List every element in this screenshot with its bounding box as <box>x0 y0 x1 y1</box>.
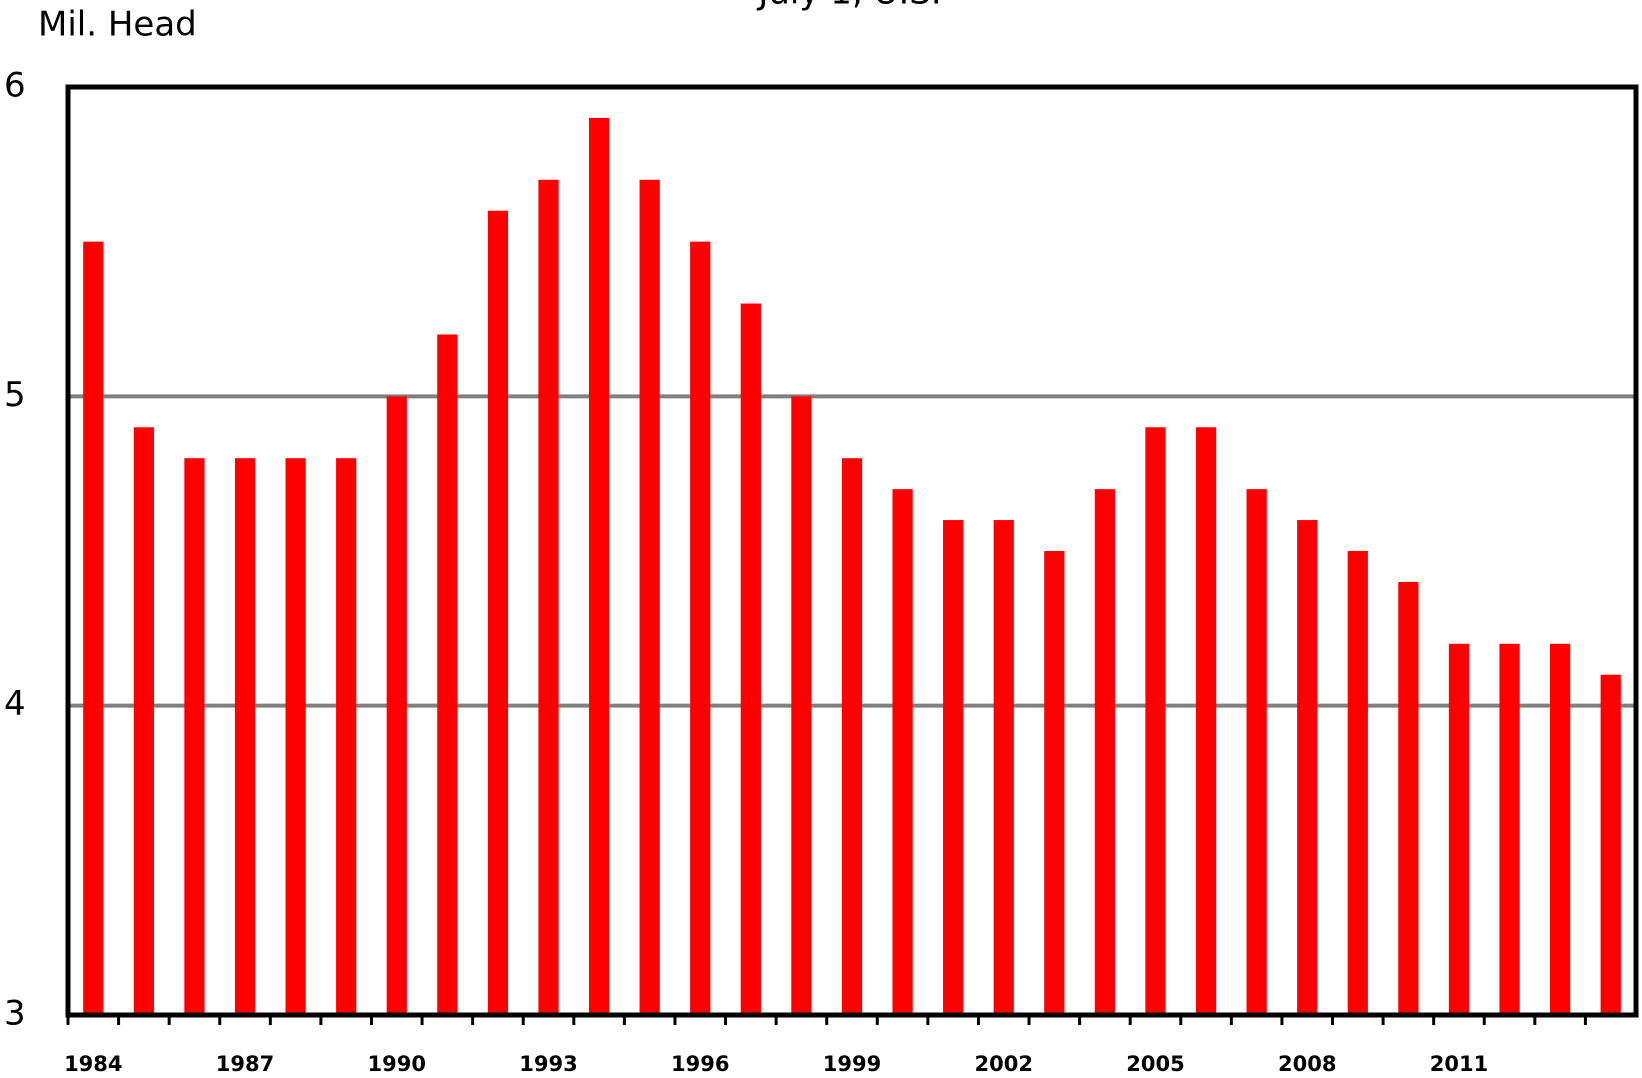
x-tick-label: 2005 <box>1126 1052 1184 1076</box>
bar <box>993 520 1014 1015</box>
bar <box>487 210 509 1015</box>
x-tick-label: 1996 <box>671 1052 729 1076</box>
bar <box>285 458 306 1015</box>
bar <box>1044 551 1065 1015</box>
bar <box>841 458 863 1015</box>
bar <box>1094 489 1116 1016</box>
x-tick-label: 1990 <box>368 1052 426 1076</box>
x-tick-label: 2002 <box>975 1052 1033 1076</box>
bar <box>336 458 357 1015</box>
x-tick-label: 1999 <box>823 1052 881 1076</box>
y-tick-label: 4 <box>4 684 26 724</box>
y-axis-label: Mil. Head <box>38 5 197 45</box>
bar <box>1246 489 1267 1016</box>
bar <box>386 396 407 1015</box>
bar <box>437 334 458 1015</box>
bar <box>791 396 812 1015</box>
bar <box>1398 581 1419 1015</box>
bar <box>740 303 761 1015</box>
bar <box>1347 551 1368 1015</box>
x-tick-label: 1984 <box>64 1052 122 1076</box>
bar <box>1550 643 1571 1015</box>
x-tick-label: 1993 <box>519 1052 577 1076</box>
plot-frame <box>65 84 1639 1018</box>
x-tick-label: 2008 <box>1278 1052 1336 1076</box>
bar <box>1297 520 1318 1015</box>
bar <box>184 458 205 1015</box>
bar <box>1145 427 1166 1015</box>
bar <box>83 241 104 1015</box>
bar <box>234 458 256 1015</box>
bar <box>133 427 154 1015</box>
bar <box>690 241 711 1015</box>
bar <box>1448 643 1470 1015</box>
bar <box>1600 674 1621 1015</box>
bar <box>1195 427 1217 1015</box>
bar <box>639 179 660 1016</box>
bar <box>1499 643 1520 1015</box>
bar <box>892 489 913 1016</box>
chart-title: July 1, U.S. <box>756 0 941 13</box>
bar <box>538 179 559 1016</box>
x-tick-label: 1987 <box>216 1052 274 1076</box>
y-tick-label: 6 <box>4 66 26 106</box>
y-tick-label: 5 <box>4 375 26 415</box>
y-tick-label: 3 <box>4 994 26 1034</box>
bar <box>943 520 964 1015</box>
x-tick-label: 2011 <box>1430 1052 1488 1076</box>
bar <box>588 117 610 1015</box>
